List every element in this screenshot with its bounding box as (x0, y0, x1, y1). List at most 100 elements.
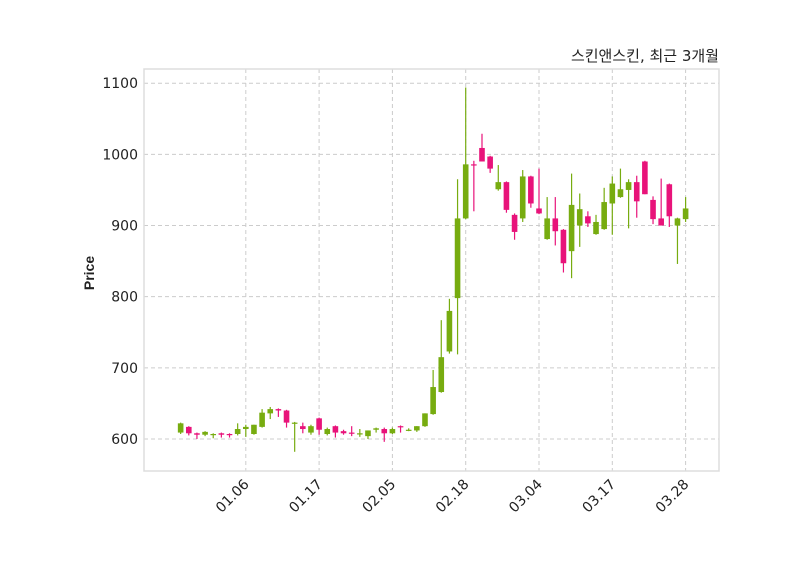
candle-body (650, 199, 656, 220)
candle (357, 429, 363, 437)
y-axis-label: Price (81, 256, 97, 290)
candle (503, 181, 510, 213)
y-tick-label: 900 (111, 219, 138, 235)
candle-body (560, 229, 567, 264)
candle-body (226, 434, 233, 436)
candle (405, 428, 412, 432)
candle (633, 175, 640, 218)
candle (194, 432, 200, 439)
chart-title: 스킨앤스킨, 최근 3개월 (571, 47, 719, 65)
candle (471, 160, 477, 212)
candle (658, 178, 664, 226)
candle (487, 155, 493, 173)
candle (682, 197, 689, 222)
candle (560, 229, 567, 273)
candle (495, 165, 502, 191)
candle (202, 431, 208, 437)
candle (348, 426, 355, 437)
y-tick-label: 1000 (102, 147, 138, 163)
candle (585, 211, 591, 227)
y-tick-label: 600 (111, 432, 138, 448)
candle-body (593, 221, 599, 235)
candle-body (389, 429, 396, 434)
candle-body (365, 430, 371, 437)
candle (438, 320, 445, 393)
candle (642, 160, 648, 195)
candle-body (454, 218, 461, 299)
candle-body (471, 164, 477, 166)
candle (576, 193, 583, 247)
candle (519, 170, 526, 222)
candle-body (357, 433, 363, 435)
x-tick-label: 02.18 (433, 477, 473, 517)
candle-body (536, 208, 542, 214)
candle-body (332, 426, 339, 433)
candle-body (682, 208, 689, 220)
candle (251, 424, 257, 435)
candle-body (422, 413, 428, 427)
y-tick-label: 700 (111, 361, 138, 377)
candle (552, 197, 559, 246)
candle-body (300, 426, 306, 430)
candle-body (633, 182, 640, 202)
candle-body (642, 161, 648, 195)
candle-body (194, 433, 200, 435)
candle (593, 214, 599, 235)
candle (430, 369, 436, 415)
candle (324, 427, 331, 436)
x-tick-label: 02.05 (360, 477, 400, 517)
candle-body (291, 422, 298, 424)
candle-body (234, 429, 241, 435)
candle (528, 175, 534, 208)
x-tick-label: 03.04 (506, 476, 546, 516)
candle-body (585, 216, 591, 224)
candle (422, 413, 428, 427)
candle (300, 422, 306, 434)
candle-body (487, 156, 493, 169)
candle (414, 426, 420, 432)
candle (210, 433, 217, 439)
candle (536, 168, 542, 215)
x-tick-label: 01.17 (286, 477, 326, 517)
candle-body (568, 204, 575, 252)
candle-body (446, 310, 453, 352)
candle (446, 298, 453, 354)
candle (454, 179, 461, 355)
candle-body (267, 409, 274, 414)
candle-body (666, 184, 673, 217)
candle-body (658, 218, 664, 226)
candle (381, 427, 388, 442)
candle (609, 176, 616, 235)
candle (601, 187, 607, 230)
candle (234, 423, 241, 436)
candle-body (283, 410, 290, 423)
candle-body (617, 189, 624, 198)
candles (177, 87, 689, 452)
plot-frame (143, 68, 720, 472)
candle (283, 409, 290, 428)
candle (479, 133, 485, 162)
candle (226, 433, 233, 438)
candle-body (202, 431, 208, 435)
candle-body (340, 431, 347, 434)
x-tick-label: 01.06 (213, 476, 253, 516)
candle (308, 424, 314, 435)
x-tick-label: 03.17 (579, 477, 619, 517)
candle-body (576, 209, 583, 226)
candle-body (373, 428, 379, 430)
candle-body (544, 218, 550, 240)
candle-body (397, 426, 404, 428)
candle (397, 425, 404, 433)
candle-body (601, 202, 607, 230)
candle-body (259, 412, 265, 427)
candle (275, 408, 282, 417)
candle (650, 196, 656, 225)
candle-body (552, 218, 559, 232)
candle (185, 426, 192, 436)
y-tick-label: 1100 (102, 76, 138, 92)
candle-body (674, 218, 681, 226)
candle (340, 429, 347, 435)
candle-body (414, 426, 420, 431)
candle-body (177, 423, 184, 433)
